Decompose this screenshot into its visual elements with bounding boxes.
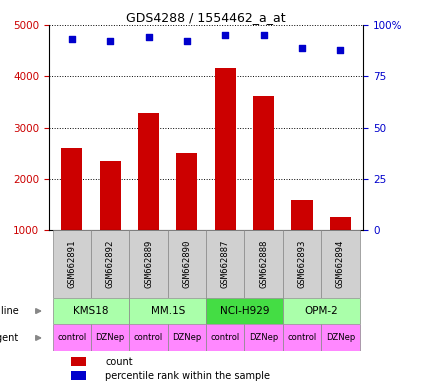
Bar xyxy=(176,153,198,282)
FancyBboxPatch shape xyxy=(244,230,283,298)
FancyBboxPatch shape xyxy=(244,324,283,351)
FancyBboxPatch shape xyxy=(321,230,360,298)
Text: control: control xyxy=(211,333,240,343)
FancyBboxPatch shape xyxy=(53,324,91,351)
Text: control: control xyxy=(134,333,163,343)
Text: percentile rank within the sample: percentile rank within the sample xyxy=(105,371,270,381)
FancyBboxPatch shape xyxy=(130,298,206,324)
Point xyxy=(145,34,152,40)
FancyBboxPatch shape xyxy=(206,324,244,351)
Text: GSM662890: GSM662890 xyxy=(182,240,191,288)
Bar xyxy=(253,96,274,282)
FancyBboxPatch shape xyxy=(283,230,321,298)
Text: GSM662894: GSM662894 xyxy=(336,240,345,288)
Title: GDS4288 / 1554462_a_at: GDS4288 / 1554462_a_at xyxy=(126,11,286,24)
Point xyxy=(68,36,75,42)
FancyBboxPatch shape xyxy=(91,324,130,351)
FancyBboxPatch shape xyxy=(283,298,360,324)
Text: GSM662892: GSM662892 xyxy=(106,240,115,288)
FancyBboxPatch shape xyxy=(283,324,321,351)
Bar xyxy=(215,68,236,282)
Text: GSM662889: GSM662889 xyxy=(144,240,153,288)
FancyBboxPatch shape xyxy=(130,324,168,351)
Text: count: count xyxy=(105,357,133,367)
Bar xyxy=(292,200,312,282)
Bar xyxy=(71,357,86,366)
Text: GSM662887: GSM662887 xyxy=(221,240,230,288)
Bar xyxy=(71,371,86,380)
Point xyxy=(107,38,113,45)
Text: DZNep: DZNep xyxy=(326,333,355,343)
Text: KMS18: KMS18 xyxy=(74,306,109,316)
Point xyxy=(260,32,267,38)
Text: control: control xyxy=(287,333,317,343)
Bar xyxy=(61,148,82,282)
Point xyxy=(222,32,229,38)
Point xyxy=(299,45,306,51)
FancyBboxPatch shape xyxy=(168,230,206,298)
Text: DZNep: DZNep xyxy=(172,333,201,343)
Text: GSM662893: GSM662893 xyxy=(298,240,306,288)
FancyBboxPatch shape xyxy=(206,230,244,298)
FancyBboxPatch shape xyxy=(130,230,168,298)
FancyBboxPatch shape xyxy=(91,230,130,298)
Text: NCI-H929: NCI-H929 xyxy=(220,306,269,316)
Text: GSM662891: GSM662891 xyxy=(68,240,76,288)
Point xyxy=(184,38,190,45)
FancyBboxPatch shape xyxy=(53,230,91,298)
Bar xyxy=(330,217,351,282)
Text: MM.1S: MM.1S xyxy=(150,306,185,316)
Text: agent: agent xyxy=(0,333,19,343)
Point xyxy=(337,46,344,53)
FancyBboxPatch shape xyxy=(321,324,360,351)
Text: OPM-2: OPM-2 xyxy=(304,306,338,316)
Text: GSM662888: GSM662888 xyxy=(259,240,268,288)
Text: DZNep: DZNep xyxy=(96,333,125,343)
Bar xyxy=(138,113,159,282)
FancyBboxPatch shape xyxy=(53,298,130,324)
Text: cell line: cell line xyxy=(0,306,19,316)
FancyBboxPatch shape xyxy=(206,298,283,324)
Text: DZNep: DZNep xyxy=(249,333,278,343)
Bar xyxy=(100,161,121,282)
Text: control: control xyxy=(57,333,87,343)
FancyBboxPatch shape xyxy=(168,324,206,351)
